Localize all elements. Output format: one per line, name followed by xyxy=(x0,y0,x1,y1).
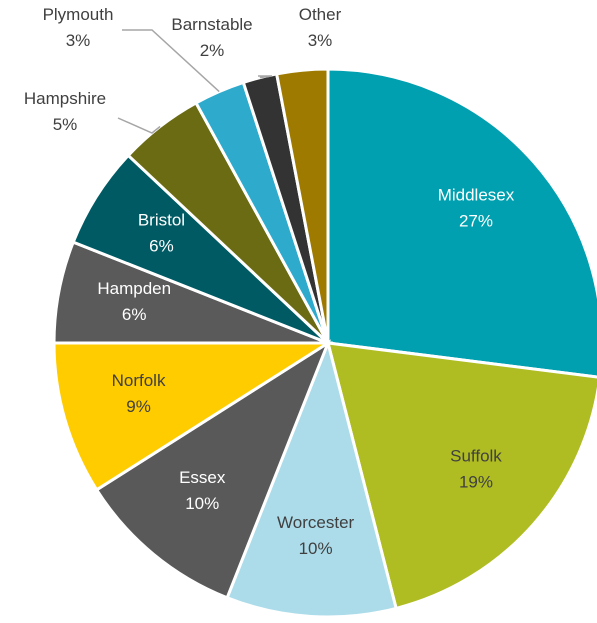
category-label: Suffolk xyxy=(450,446,502,465)
value-label: 3% xyxy=(308,31,333,50)
data-label: Norfolk 9% xyxy=(112,371,166,416)
pie-slice xyxy=(326,67,597,379)
category-label: Other xyxy=(299,5,342,24)
data-label: Other 3% xyxy=(299,5,342,50)
value-label: 5% xyxy=(53,115,78,134)
category-label: Essex xyxy=(179,468,226,487)
value-label: 9% xyxy=(126,397,151,416)
value-label: 27% xyxy=(459,212,493,231)
value-label: 10% xyxy=(299,539,333,558)
data-label: Worcester 10% xyxy=(277,513,354,558)
category-label: Worcester xyxy=(277,513,354,532)
value-label: 10% xyxy=(185,494,219,513)
leader-line xyxy=(258,75,273,79)
data-label: Essex 10% xyxy=(179,468,226,513)
value-label: 6% xyxy=(122,305,147,324)
value-label: 6% xyxy=(149,236,174,255)
category-label: Norfolk xyxy=(112,371,166,390)
category-label: Hampden xyxy=(97,279,171,298)
data-label: Barnstable 2% xyxy=(171,15,252,60)
category-label: Bristol xyxy=(138,210,185,229)
pie-slice xyxy=(52,341,334,492)
value-label: 19% xyxy=(459,472,493,491)
category-label: Middlesex xyxy=(438,186,515,205)
data-label: Suffolk 19% xyxy=(450,446,502,491)
leader-line xyxy=(117,117,161,134)
data-label: Hampshire 5% xyxy=(24,89,106,134)
pie-slice xyxy=(325,341,597,611)
data-label: Bristol 6% xyxy=(138,210,185,255)
data-label: Middlesex 27% xyxy=(438,186,515,231)
data-label: Hampden 6% xyxy=(97,279,171,324)
category-label: Barnstable xyxy=(171,15,252,34)
category-label: Hampshire xyxy=(24,89,106,108)
data-label: Plymouth 3% xyxy=(43,5,114,50)
pie-slice xyxy=(94,339,332,600)
category-label: Plymouth xyxy=(43,5,114,24)
pie-slice xyxy=(274,67,330,344)
leader-line xyxy=(122,29,220,93)
pie-slice xyxy=(225,338,398,619)
value-label: 2% xyxy=(200,41,225,60)
value-label: 3% xyxy=(66,31,91,50)
